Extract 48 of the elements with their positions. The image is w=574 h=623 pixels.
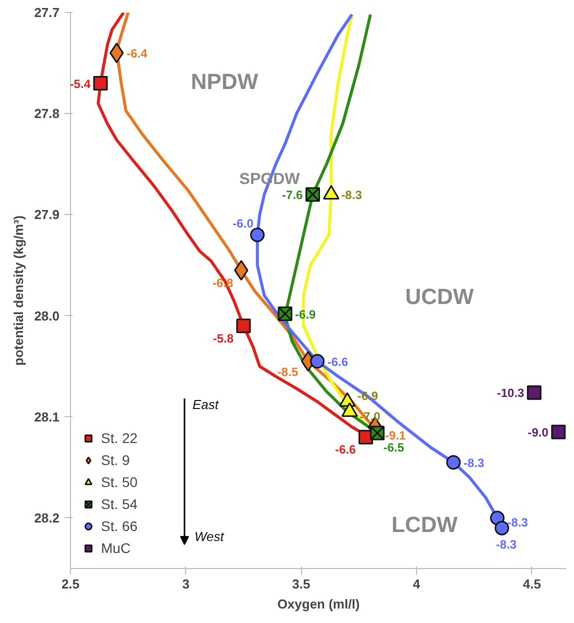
legend-label: St. 22 [101, 430, 138, 446]
annotation: -8.3 [496, 538, 517, 552]
point [236, 318, 251, 334]
point [526, 385, 542, 400]
legend-label: St. 66 [101, 518, 138, 534]
annotation: -6.4 [126, 46, 148, 60]
annotation: NPDW [190, 69, 258, 94]
annotation: -8.5 [277, 364, 298, 379]
annotation: -8.3 [341, 188, 362, 202]
annotation: -5.8 [212, 331, 234, 346]
annotation: -5.4 [70, 76, 91, 91]
legend-label: St. 50 [101, 474, 138, 490]
x-tick-label: 4.5 [522, 576, 541, 592]
y-tick-label: 28.0 [34, 308, 60, 324]
y-tick-label: 27.7 [34, 5, 60, 20]
annotation: -6.0 [232, 216, 254, 230]
x-tick-label: 3 [182, 576, 190, 592]
annotation: -6.6 [327, 354, 348, 369]
annotation: -8.3 [463, 456, 484, 470]
y-tick-label: 27.9 [34, 207, 60, 222]
x-tick-label: 2.5 [61, 576, 80, 592]
point [93, 76, 108, 91]
annotation: -9.1 [385, 428, 406, 442]
annotation: -6.5 [383, 440, 404, 455]
legend-label: MuC [101, 540, 131, 556]
point [446, 455, 461, 470]
annotation: UCDW [405, 284, 474, 309]
legend-label: St. 9 [101, 452, 130, 468]
y-tick-label: 28.1 [34, 409, 60, 424]
annotation: -9.0 [528, 426, 549, 440]
point [310, 354, 325, 368]
y-tick-label: 27.8 [34, 106, 60, 122]
x-tick-label: 3.5 [292, 576, 310, 592]
annotation: -10.3 [496, 386, 525, 400]
y-axis-title: potential density (kg/m³) [11, 215, 26, 366]
legend-label: St. 54 [101, 496, 138, 512]
annotation: LCDW [392, 512, 458, 537]
annotation: -7.6 [282, 188, 304, 202]
x-axis-title: Oxygen (ml/l) [277, 596, 360, 612]
point [494, 520, 510, 536]
point [250, 228, 265, 242]
point [551, 424, 566, 440]
annotation: East [192, 397, 220, 412]
annotation: West [194, 529, 226, 544]
x-tick-label: 4 [412, 576, 421, 592]
annotation: -8.3 [507, 515, 528, 530]
annotation: -6.6 [335, 442, 356, 457]
y-tick-label: 28.2 [34, 510, 60, 526]
